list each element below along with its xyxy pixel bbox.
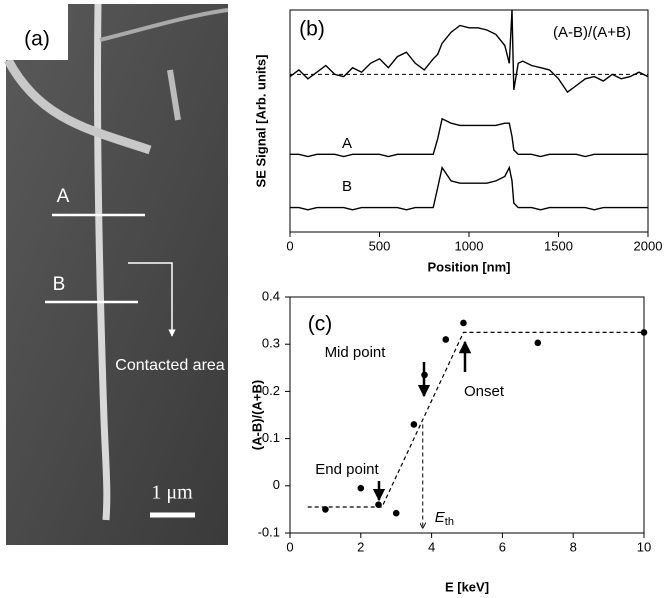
series-label: (A-B)/(A+B): [553, 24, 631, 41]
panel-label: (b): [299, 18, 325, 41]
x-tick-label: 2: [357, 539, 364, 554]
annotation: End point: [315, 461, 379, 478]
x-tick-label: 4: [428, 539, 435, 554]
fit-line: [307, 331, 644, 508]
y-tick-label: 0: [273, 477, 280, 492]
y-axis-title: (A-B)/(A+B): [249, 380, 264, 450]
fiber: [167, 69, 181, 121]
x-tick-label: 1000: [455, 238, 484, 253]
series-label: B: [342, 178, 352, 195]
line-label: B: [53, 274, 66, 295]
x-tick-label: 0: [286, 539, 293, 554]
point: [392, 509, 400, 517]
threshold-subscript: th: [445, 516, 454, 528]
panel-label: (a): [24, 28, 50, 51]
arrow: [128, 262, 176, 337]
annotation: Onset: [464, 383, 505, 400]
point: [460, 319, 467, 327]
note: Contacted area: [115, 357, 225, 374]
point: [410, 421, 418, 428]
point: [442, 336, 450, 343]
point: [375, 501, 382, 508]
sem-image: (a) A B Contacted area 1 μm: [4, 3, 229, 545]
y-tick-label: -0.1: [258, 524, 280, 539]
x-tick-label: 8: [570, 539, 577, 554]
x-tick-label: 6: [499, 539, 506, 554]
fiber: [4, 57, 152, 155]
x-tick-label: 10: [637, 539, 651, 554]
threshold-symbol: E: [435, 509, 446, 526]
panel-label-box: [6, 4, 68, 60]
sem-background: [6, 4, 228, 545]
x-tick-label: 0: [286, 238, 293, 253]
panel-label: (c): [308, 313, 333, 336]
y-tick-label: 0.4: [262, 288, 280, 303]
y-tick-label: 0.1: [262, 430, 280, 445]
line-series: [289, 9, 649, 94]
threshold-label: Eth: [435, 509, 454, 528]
line-series: [290, 165, 648, 211]
annotation: Mid point: [325, 344, 387, 361]
y-tick-label: 0.3: [262, 336, 280, 351]
fiber: [99, 8, 229, 42]
y-tick-label: 0.2: [262, 383, 280, 398]
y-axis-title: SE Signal [Arb. units]: [253, 55, 268, 188]
x-tick-label: 1500: [544, 238, 573, 253]
x-tick-label: 500: [369, 238, 391, 253]
line-series: [290, 117, 648, 158]
plot-frame: [289, 296, 645, 534]
point: [640, 329, 648, 336]
plot-frame: [289, 9, 649, 233]
point: [534, 339, 542, 347]
scale-label: 1 μm: [151, 482, 193, 504]
point: [357, 484, 365, 492]
line-label: A: [57, 186, 70, 207]
point: [322, 506, 329, 513]
series-label: A: [342, 135, 352, 152]
nanowire: [93, 3, 111, 521]
x-axis-title: E [keV]: [445, 579, 489, 594]
x-tick-label: 2000: [634, 238, 663, 253]
x-axis-title: Position [nm]: [427, 259, 510, 274]
